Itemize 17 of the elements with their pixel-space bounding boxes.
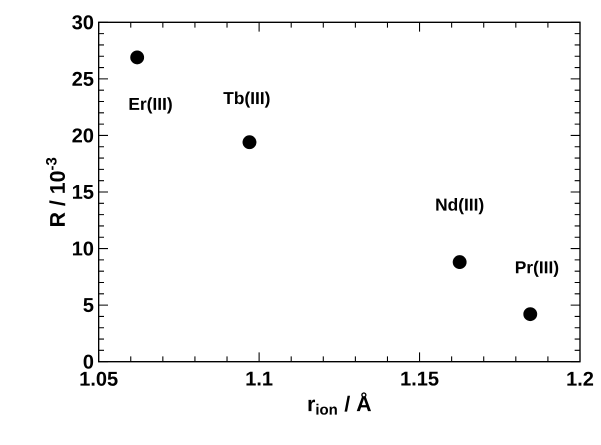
x-tick-label: 1.15 — [401, 372, 438, 386]
y-tick-label: 5 — [83, 298, 94, 312]
x-axis-title: r$_{ion}$ / Å — [308, 392, 372, 415]
y-tick-label: 15 — [72, 185, 94, 199]
x-tick-label: 1.05 — [80, 372, 118, 386]
x-tick-label: 1.1 — [246, 372, 272, 386]
x-tick-label: 1.2 — [567, 372, 594, 386]
annotation: Nd(III) — [436, 198, 484, 214]
y-tick-label: 20 — [72, 128, 94, 143]
annotation: Pr(III) — [516, 260, 558, 277]
y-tick-label: 25 — [72, 72, 94, 86]
y-tick-label: 10 — [72, 241, 94, 256]
y-tick-label: 30 — [72, 15, 94, 30]
y-tick-label: 0 — [84, 354, 94, 369]
y-axis-title: R / 10$^{-3}$ — [46, 158, 66, 226]
annotation: Tb(III) — [223, 91, 270, 108]
annotation: Er(III) — [130, 97, 172, 114]
